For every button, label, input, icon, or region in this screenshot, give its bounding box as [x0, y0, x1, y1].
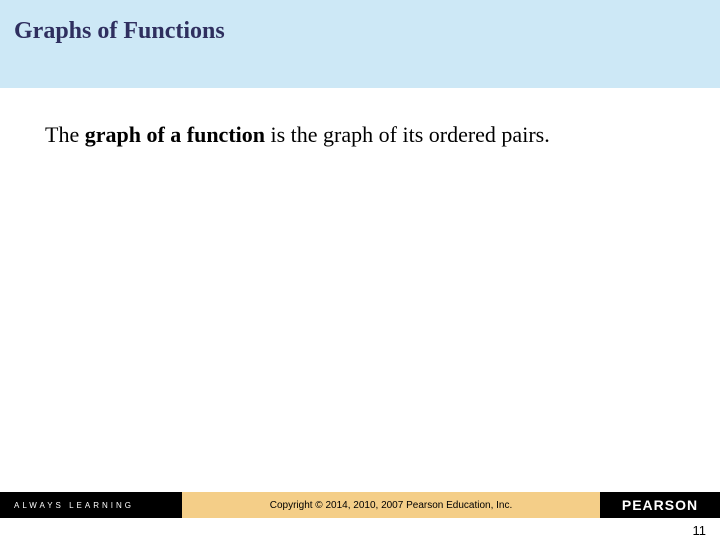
slide-title: Graphs of Functions [14, 18, 225, 45]
brand-text: PEARSON [622, 497, 698, 513]
body-prefix: The [45, 122, 85, 147]
brand-box: PEARSON [600, 492, 720, 518]
tagline-text: ALWAYS LEARNING [14, 501, 134, 510]
body-suffix: is the graph of its ordered pairs. [265, 122, 550, 147]
page-number: 11 [693, 523, 707, 538]
body-bold-term: graph of a function [85, 122, 265, 147]
copyright-box: Copyright © 2014, 2010, 2007 Pearson Edu… [182, 492, 600, 518]
footer-bar: ALWAYS LEARNING Copyright © 2014, 2010, … [0, 492, 720, 518]
body-paragraph: The graph of a function is the graph of … [45, 120, 660, 150]
title-band: Graphs of Functions [0, 0, 720, 88]
tagline-box: ALWAYS LEARNING [0, 492, 182, 518]
copyright-text: Copyright © 2014, 2010, 2007 Pearson Edu… [270, 500, 513, 511]
slide: Graphs of Functions The graph of a funct… [0, 0, 720, 540]
slide-body: The graph of a function is the graph of … [45, 120, 660, 150]
